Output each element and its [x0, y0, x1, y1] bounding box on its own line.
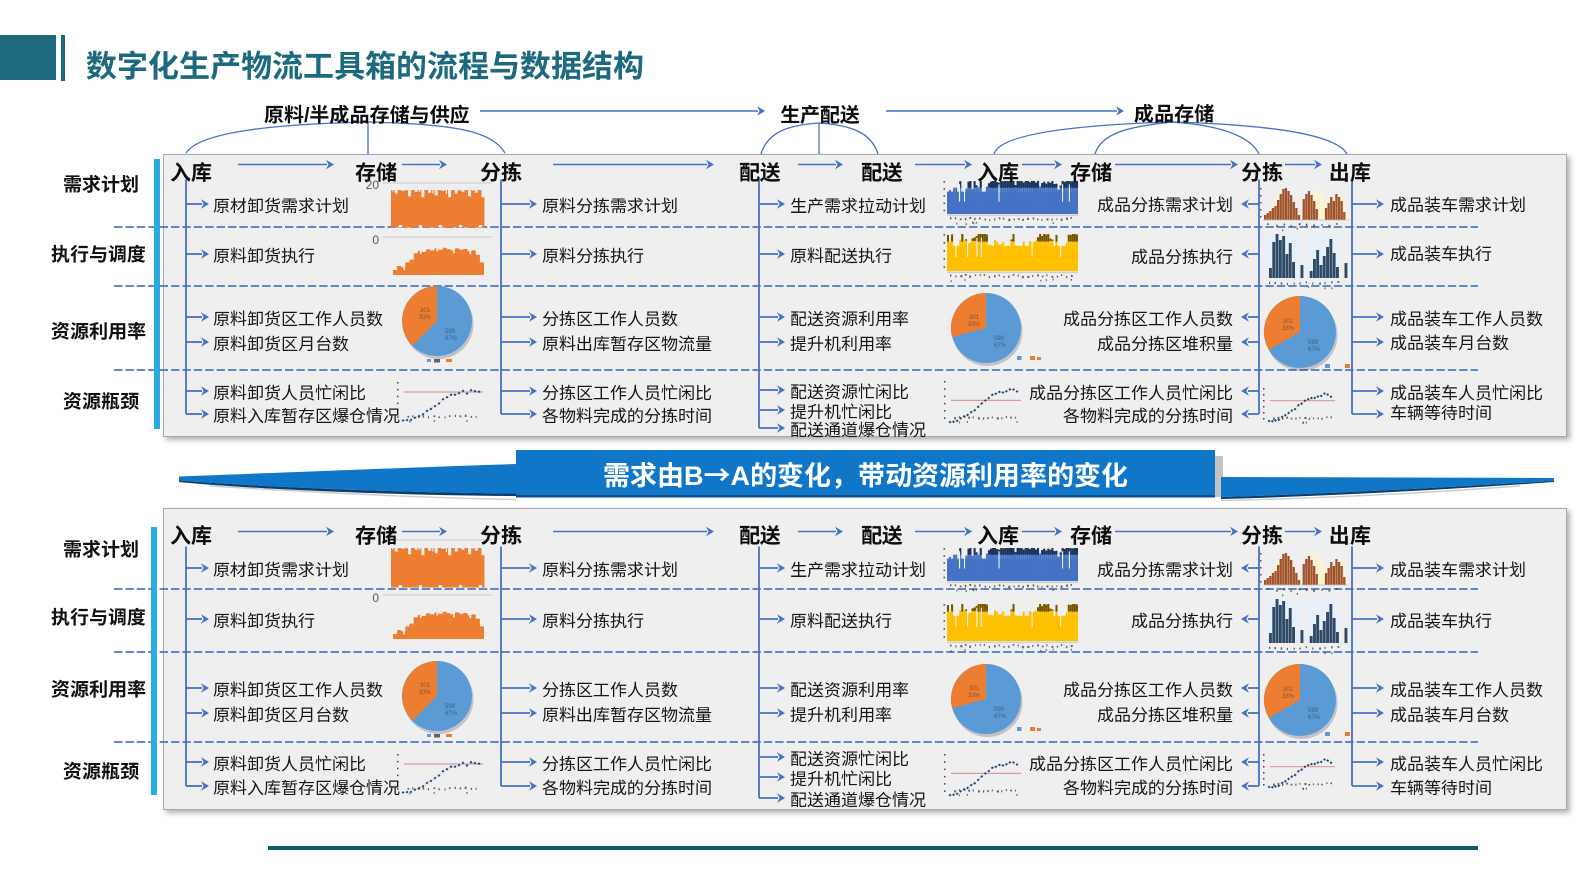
- svg-text:301: 301: [969, 683, 980, 692]
- svg-text:33%: 33%: [419, 687, 432, 696]
- svg-text:67%: 67%: [994, 340, 1007, 349]
- svg-text:33%: 33%: [1282, 691, 1295, 700]
- svg-text:67%: 67%: [445, 708, 458, 717]
- svg-text:301: 301: [969, 312, 980, 321]
- svg-text:301: 301: [420, 305, 431, 314]
- svg-text:67%: 67%: [1308, 344, 1321, 353]
- svg-text:301: 301: [1283, 684, 1294, 693]
- svg-text:599: 599: [994, 704, 1005, 713]
- svg-text:599: 599: [994, 333, 1005, 342]
- svg-text:599: 599: [1308, 337, 1319, 346]
- svg-text:599: 599: [1308, 705, 1319, 714]
- svg-text:67%: 67%: [445, 333, 458, 342]
- svg-text:301: 301: [1283, 316, 1294, 325]
- svg-text:599: 599: [445, 701, 456, 710]
- svg-text:599: 599: [445, 326, 456, 335]
- svg-text:33%: 33%: [968, 319, 981, 328]
- svg-text:33%: 33%: [1282, 323, 1295, 332]
- svg-text:67%: 67%: [994, 711, 1007, 720]
- svg-text:33%: 33%: [968, 690, 981, 699]
- svg-text:301: 301: [420, 680, 431, 689]
- svg-text:33%: 33%: [419, 312, 432, 321]
- svg-text:67%: 67%: [1308, 712, 1321, 721]
